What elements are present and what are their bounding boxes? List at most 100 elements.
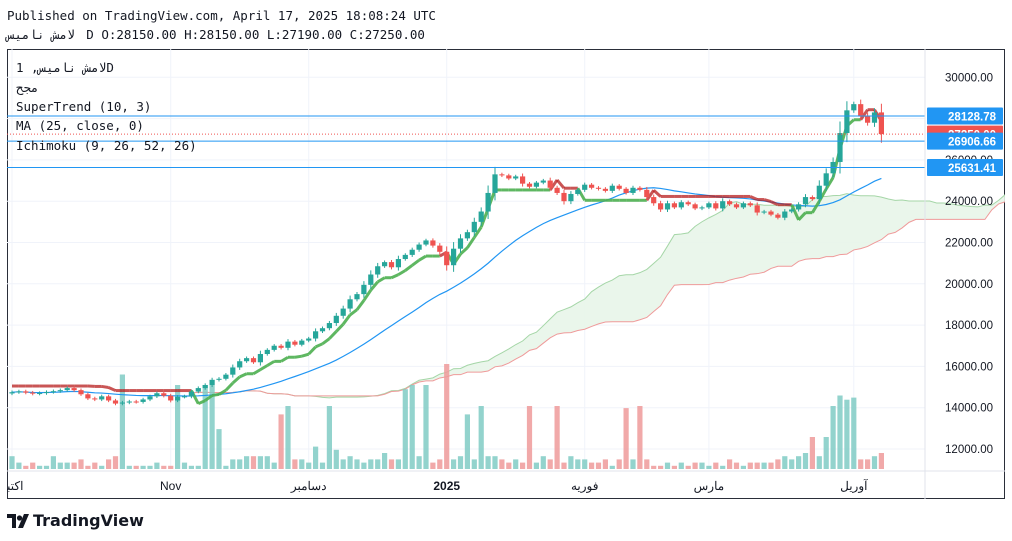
candle-body	[106, 396, 112, 401]
supertrend-segment	[555, 178, 566, 190]
volume-bar	[388, 459, 395, 469]
volume-bar	[747, 462, 753, 469]
candle-body	[823, 173, 829, 186]
volume-bar	[368, 459, 374, 469]
candle-body	[395, 259, 401, 268]
candle-body	[388, 262, 395, 268]
volume-bar	[57, 462, 63, 469]
supertrend-segment	[294, 354, 303, 359]
volume-bar	[630, 459, 636, 469]
candle-body	[175, 396, 181, 401]
ohlc-readout: لامش ناميس D O:28150.00 H:28150.00 L:271…	[7, 27, 429, 42]
x-tick-label: مارس	[694, 479, 725, 493]
candle-body	[644, 189, 650, 198]
volume-bar	[202, 385, 208, 469]
candle-body	[444, 251, 450, 266]
candle-body	[623, 188, 629, 193]
volume-bar	[540, 456, 546, 469]
legend-ichimoku[interactable]: Ichimoku (9, 26, 52, 26)	[16, 138, 197, 153]
supertrend-segment	[376, 276, 386, 284]
supertrend-segment	[211, 392, 220, 397]
candle-body	[16, 391, 22, 393]
volume-bar	[457, 456, 464, 469]
candle-body	[382, 262, 388, 267]
volume-bar	[878, 453, 884, 469]
candle-body	[589, 184, 595, 188]
supertrend-segment	[390, 273, 400, 280]
candle-body	[595, 187, 602, 189]
volume-bar	[871, 456, 878, 469]
volume-bar	[554, 406, 560, 469]
volume-bar	[561, 462, 567, 469]
candle-body	[216, 378, 222, 380]
y-tick-label: 18000.00	[945, 320, 993, 332]
candle-body	[333, 315, 339, 324]
published-caption: Published on TradingView.com, April 17, …	[7, 8, 436, 23]
candle-body	[147, 396, 153, 400]
legend-supertrend[interactable]: SuperTrend (10, 3)	[16, 99, 152, 114]
supertrend-segment	[314, 342, 324, 349]
volume-bar	[423, 385, 429, 469]
x-tick-label: 2025	[433, 479, 460, 493]
price-tag-label: 25631.41	[948, 163, 997, 175]
volume-bar	[816, 456, 822, 469]
volume-bar	[340, 459, 346, 469]
candle-body	[609, 185, 615, 191]
volume-bar	[823, 437, 829, 469]
legend-ma[interactable]: MA (25, close, 0)	[16, 118, 144, 133]
volume-bar	[416, 456, 422, 469]
volume-bar	[844, 399, 850, 469]
candle-body	[533, 182, 539, 187]
volume-bar	[382, 453, 388, 469]
candle-body	[423, 240, 429, 245]
volume-bar	[727, 459, 733, 469]
volume-bar	[595, 462, 602, 469]
volume-bar	[513, 459, 519, 469]
volume-bar	[292, 459, 298, 469]
candle-body	[161, 393, 167, 396]
candle-body	[264, 349, 270, 355]
volume-bar	[50, 456, 56, 469]
price-chart[interactable]: 12000.00 14000.00 16000.00 18000.00 20000.00…	[7, 49, 1005, 499]
candle-body	[368, 274, 374, 285]
supertrend-segment	[459, 246, 469, 256]
volume-bar	[112, 456, 119, 469]
volume-bar	[250, 456, 257, 469]
candle-body	[520, 176, 526, 184]
volume-bar	[637, 406, 643, 469]
tradingview-logo[interactable]: TradingView	[7, 511, 144, 530]
supertrend-segment	[321, 337, 331, 346]
volume-bar	[575, 459, 581, 469]
supertrend-segment	[770, 200, 779, 207]
candle-body	[402, 254, 408, 260]
volume-bar	[616, 459, 622, 469]
x-tick-label: اكتبر	[7, 479, 23, 493]
candle-body	[140, 399, 146, 402]
supertrend-segment	[259, 364, 269, 371]
candle-body	[285, 341, 291, 348]
volume-bar	[271, 462, 277, 469]
volume-bar	[658, 465, 664, 469]
candle-body	[478, 211, 484, 222]
candle-body	[561, 192, 567, 202]
candle-body	[568, 193, 574, 202]
volume-bar	[520, 462, 526, 469]
candle-body	[437, 245, 443, 252]
volume-bar	[506, 462, 512, 469]
supertrend-segment	[218, 388, 227, 396]
supertrend-segment	[404, 264, 414, 272]
candle-body	[257, 354, 263, 363]
volume-bar	[9, 456, 15, 469]
volume-bar	[699, 462, 705, 469]
candle-body	[582, 184, 588, 190]
candle-body	[306, 338, 312, 341]
candle-body	[865, 115, 871, 123]
volume-bar	[830, 406, 836, 469]
volume-bar	[644, 459, 650, 469]
volume-bar	[740, 465, 746, 469]
supertrend-segment	[266, 360, 275, 367]
legend-symbol[interactable]: لامش ناميس, 1D	[16, 60, 114, 75]
supertrend-segment	[652, 189, 662, 198]
candle-body	[685, 202, 691, 205]
candle-body	[451, 248, 457, 266]
